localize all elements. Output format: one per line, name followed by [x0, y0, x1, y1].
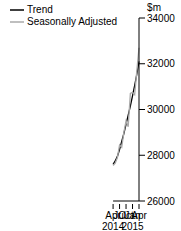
svg-text:34000: 34000: [147, 13, 173, 24]
svg-text:30000: 30000: [147, 104, 173, 115]
svg-text:32000: 32000: [147, 58, 173, 69]
html-text:Trend: Trend: [27, 4, 53, 15]
html-text:$m: $m: [147, 2, 161, 13]
svg-text:28000: 28000: [147, 150, 173, 161]
svg-text:26000: 26000: [147, 196, 173, 207]
html-text:Seasonally Adjusted: Seasonally Adjusted: [27, 16, 118, 27]
svg-text:Apr: Apr: [131, 210, 147, 221]
